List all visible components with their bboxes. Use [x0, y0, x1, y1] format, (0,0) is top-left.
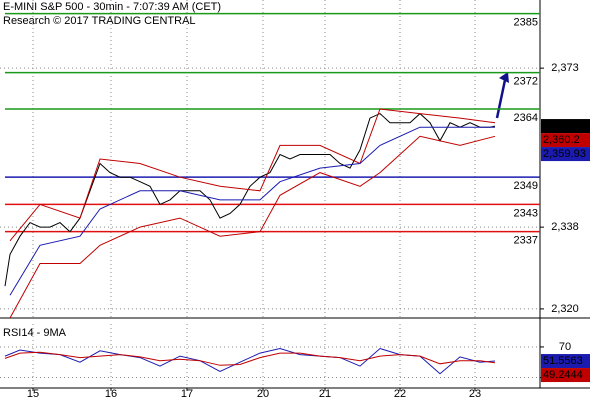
x-tick-label: 16	[105, 388, 117, 400]
price-marker-label: 2,360.25	[543, 120, 586, 132]
level-label: 2364	[514, 112, 538, 124]
x-tick-label: 15	[27, 388, 39, 400]
price-marker	[541, 354, 590, 369]
arrow-head	[499, 72, 509, 83]
x-tick-label: 17	[181, 388, 193, 400]
chart-title: E-MINI S&P 500 - 30min - 7:07:39 AM (CET…	[3, 1, 221, 13]
y-tick-label: 2,338	[551, 221, 579, 233]
series-line	[9, 135, 496, 319]
price-marker	[541, 133, 590, 148]
x-tick-label: 20	[257, 388, 269, 400]
price-marker	[541, 119, 590, 134]
price-marker-label: 49.2444	[543, 369, 583, 381]
level-label: 2372	[514, 76, 538, 88]
x-tick-label: 21	[319, 388, 331, 400]
level-label: 2349	[514, 180, 538, 192]
y-tick-label: 2,320	[551, 303, 579, 315]
chart-subtitle: Research © 2017 TRADING CENTRAL	[3, 15, 196, 27]
level-label: 2337	[514, 235, 538, 247]
price-marker-label: 2,359.93	[543, 148, 586, 160]
price-marker-label: 2,360.2	[543, 134, 580, 146]
price-marker	[541, 147, 590, 162]
x-tick-label: 23	[469, 388, 481, 400]
price-marker	[541, 368, 590, 383]
y-tick-label: 70	[559, 341, 571, 353]
series-line	[9, 126, 495, 296]
arrow	[495, 79, 507, 119]
x-tick-label: 22	[394, 388, 406, 400]
series-line	[4, 351, 496, 366]
price-marker-label: 51.5563	[543, 355, 583, 367]
series-line	[9, 108, 496, 242]
level-label: 2385	[514, 17, 538, 29]
y-tick-label: 2,373	[551, 62, 579, 74]
rsi-title: RSI14 - 9MA	[3, 327, 67, 339]
level-label: 2343	[514, 207, 538, 219]
